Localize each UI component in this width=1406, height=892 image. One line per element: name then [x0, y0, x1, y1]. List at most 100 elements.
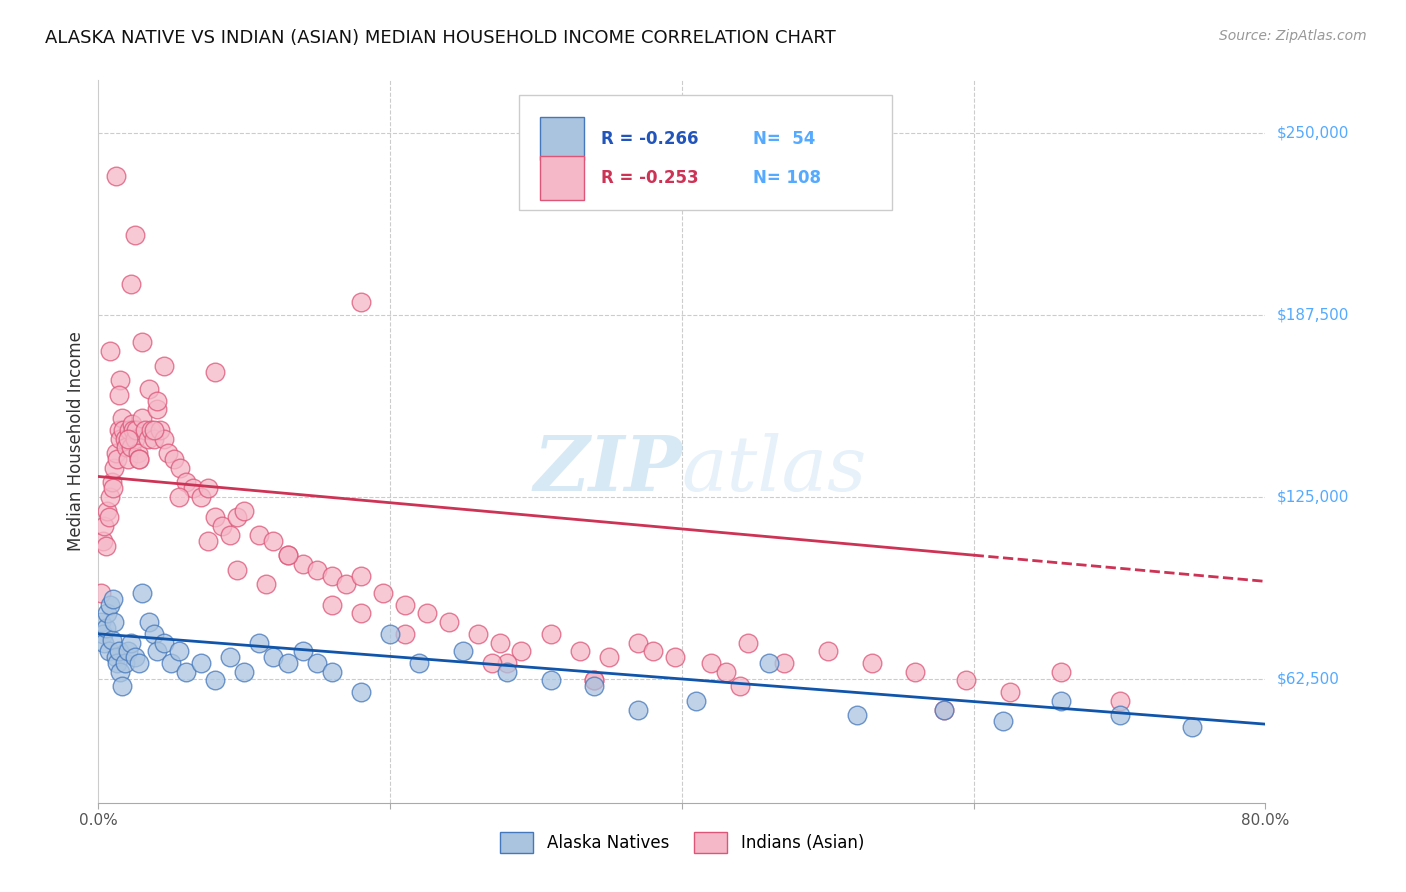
Point [700, 656, 723, 670]
Point [142, 432, 165, 446]
Point [94, 540, 117, 554]
Point [218, 650, 240, 665]
Point [110, 665, 132, 679]
Point [291, 557, 314, 571]
Point [664, 650, 686, 665]
Point [773, 656, 796, 670]
Point [108, 644, 131, 658]
Point [627, 702, 650, 716]
Point [134, 423, 156, 437]
Point [142, 423, 165, 437]
Text: $125,000: $125,000 [1277, 490, 1348, 504]
Point [197, 533, 219, 548]
Point [408, 656, 430, 670]
Point [97, 644, 120, 658]
Point [157, 446, 180, 460]
Point [254, 577, 277, 591]
Point [307, 563, 329, 577]
Text: ALASKA NATIVE VS INDIAN (ASIAN) MEDIAN HOUSEHOLD INCOME CORRELATION CHART: ALASKA NATIVE VS INDIAN (ASIAN) MEDIAN H… [45, 29, 835, 46]
Y-axis label: Median Household Income: Median Household Income [66, 332, 84, 551]
Point [204, 365, 226, 379]
Point [90, 586, 112, 600]
Point [110, 432, 132, 446]
Point [394, 627, 416, 641]
Point [153, 359, 176, 373]
Point [121, 417, 143, 431]
Point [96, 607, 118, 621]
Point [120, 635, 142, 649]
Point [174, 665, 197, 679]
Point [167, 644, 190, 658]
Point [117, 452, 139, 467]
Point [371, 586, 394, 600]
Point [105, 452, 128, 467]
Point [226, 510, 249, 524]
Point [380, 627, 402, 641]
Text: atlas: atlas [682, 434, 868, 508]
Point [167, 490, 190, 504]
Point [233, 504, 256, 518]
Point [142, 627, 165, 641]
Point [110, 373, 132, 387]
Point [128, 452, 150, 467]
Point [98, 598, 121, 612]
Point [114, 432, 136, 446]
Point [218, 528, 240, 542]
Point [93, 635, 115, 649]
Point [131, 335, 153, 350]
Point [91, 627, 114, 641]
Point [247, 528, 270, 542]
Point [350, 294, 373, 309]
Point [160, 656, 183, 670]
Point [103, 615, 125, 630]
Point [335, 577, 357, 591]
Point [136, 432, 159, 446]
Point [181, 481, 204, 495]
Point [510, 644, 533, 658]
Text: Source: ZipAtlas.com: Source: ZipAtlas.com [1219, 29, 1367, 43]
Point [451, 644, 474, 658]
Point [904, 665, 927, 679]
Point [277, 656, 299, 670]
Text: ZIP: ZIP [533, 434, 682, 508]
Point [169, 460, 191, 475]
Point [277, 548, 299, 562]
Point [714, 665, 737, 679]
Point [98, 344, 121, 359]
Point [138, 615, 160, 630]
Point [190, 490, 212, 504]
Point [128, 656, 150, 670]
Point [118, 423, 141, 437]
Point [350, 607, 373, 621]
Point [112, 423, 135, 437]
FancyBboxPatch shape [540, 156, 583, 200]
Point [321, 598, 343, 612]
Point [111, 679, 134, 693]
Point [481, 656, 503, 670]
Point [568, 644, 591, 658]
Text: $62,500: $62,500 [1277, 672, 1340, 687]
Point [125, 423, 148, 437]
Point [117, 432, 139, 446]
Point [540, 673, 562, 688]
Point [138, 382, 160, 396]
Point [124, 650, 146, 665]
Point [307, 656, 329, 670]
Point [496, 665, 519, 679]
Point [291, 644, 314, 658]
Point [737, 635, 759, 649]
Point [233, 665, 256, 679]
FancyBboxPatch shape [540, 117, 583, 161]
Point [98, 490, 121, 504]
Point [146, 644, 169, 658]
Point [197, 481, 219, 495]
Point [149, 423, 172, 437]
Point [146, 393, 169, 408]
Point [174, 475, 197, 490]
Text: N= 108: N= 108 [754, 169, 821, 187]
Point [139, 423, 162, 437]
Point [114, 656, 136, 670]
Point [321, 568, 343, 582]
Point [1108, 694, 1130, 708]
Text: R = -0.253: R = -0.253 [602, 169, 699, 187]
